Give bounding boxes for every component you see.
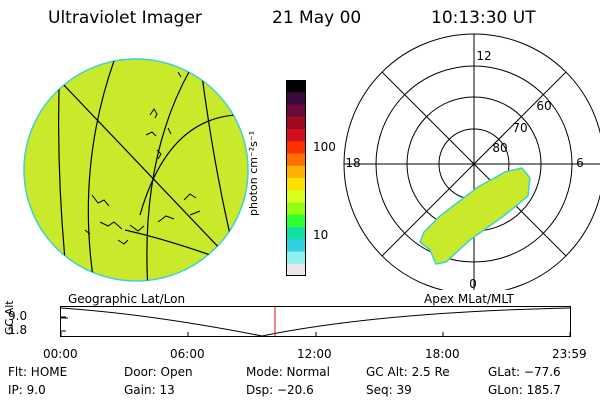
geographic-title: Geographic Lat/Lon (68, 292, 186, 306)
gc-altitude: GC Alt: 2.5 Re (366, 365, 450, 379)
colorbar-segment (286, 251, 306, 265)
flight-status: Flt: HOME (8, 365, 68, 379)
x-tick-0000: 00:00 (43, 347, 78, 361)
altitude-timeline (60, 306, 571, 337)
colorbar (286, 80, 306, 277)
ip-value: IP: 9.0 (8, 383, 46, 397)
mlt-label-18: 18 (345, 156, 361, 170)
apex-title: Apex MLat/MLT (424, 292, 514, 306)
x-tick-0600: 06:00 (170, 347, 205, 361)
colorbar-segment (286, 227, 306, 240)
colorbar-segment (286, 92, 306, 105)
colorbar-segment (286, 141, 306, 154)
auroral-oval (419, 167, 531, 265)
meridian-line (87, 59, 116, 281)
colorbar-segment (286, 263, 306, 277)
polar-axis-diagonal (381, 71, 567, 257)
date-label: 21 May 00 (272, 8, 362, 28)
time-label: 10:13:30 UT (431, 8, 536, 28)
door-status: Door: Open (124, 365, 193, 379)
meridian-line (39, 59, 246, 276)
colorbar-segment (286, 202, 306, 216)
colorbar-gradient (286, 80, 306, 277)
mode-status: Mode: Normal (246, 365, 330, 379)
colorbar-segment (286, 214, 306, 228)
mlt-label-12: 12 (476, 49, 492, 63)
meridian-line (146, 69, 191, 281)
sequence-number: Seq: 39 (366, 383, 412, 397)
colorbar-segment (286, 239, 306, 252)
geographic-longitude: GLon: 185.7 (488, 383, 561, 397)
y-tick-1-8: 1.8 (8, 323, 28, 337)
x-tick-marks (60, 332, 571, 336)
coastlines (84, 71, 201, 245)
mlt-label-6: 6 (576, 156, 584, 170)
lat-label-80: 80 (492, 141, 508, 155)
altitude-curve (60, 307, 571, 337)
colorbar-segment (286, 190, 306, 203)
polar-plot (343, 33, 600, 290)
geographic-latitude: GLat: −77.6 (488, 365, 561, 379)
x-tick-2359: 23:59 (552, 347, 587, 361)
instrument-title: Ultraviolet Imager (48, 8, 202, 28)
dsp-value: Dsp: −20.6 (246, 383, 314, 397)
parallel-line (139, 114, 248, 216)
lat-label-70: 70 (512, 121, 528, 135)
earth-disk (23, 58, 249, 282)
colorbar-segment (286, 178, 306, 191)
colorbar-tick-10: 10 (313, 228, 329, 242)
colorbar-segment (286, 153, 306, 167)
x-tick-1800: 18:00 (425, 347, 460, 361)
colorbar-segment (286, 165, 306, 179)
colorbar-tick-100: 100 (313, 140, 336, 154)
y-tick-9: 9.0 (8, 309, 28, 323)
colorbar-frame (286, 80, 306, 276)
mlt-label-0: 0 (469, 277, 477, 291)
colorbar-segment (286, 104, 306, 118)
colorbar-segment (286, 116, 306, 130)
gain-value: Gain: 13 (124, 383, 175, 397)
geographic-image-panel (23, 58, 249, 282)
grid-lines (39, 59, 248, 281)
colorbar-segment (286, 129, 306, 142)
x-tick-1200: 12:00 (297, 347, 332, 361)
timeline-frame (60, 306, 571, 337)
lat-label-60: 60 (536, 99, 552, 113)
colorbar-segment (286, 80, 306, 93)
